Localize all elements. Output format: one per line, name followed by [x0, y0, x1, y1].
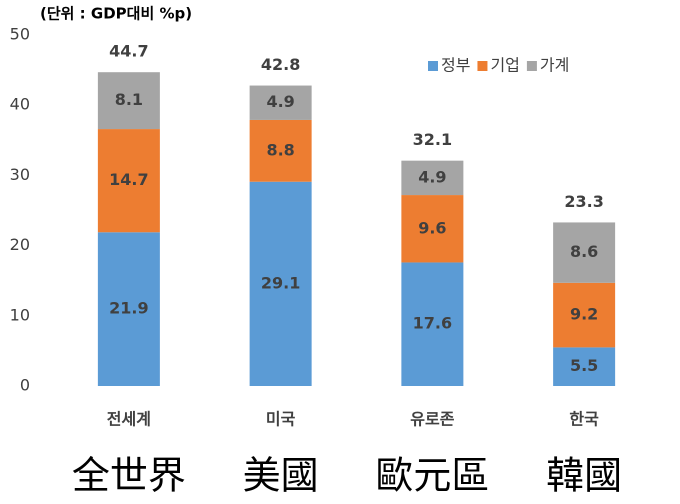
- data-label: 29.1: [261, 273, 300, 292]
- axis-label: (단위 : GDP대비 %p): [40, 5, 192, 23]
- total-label: 42.8: [261, 55, 300, 74]
- bar-segment: [553, 282, 616, 348]
- bar-segment: [97, 129, 160, 233]
- y-tick-label: 30: [10, 165, 30, 184]
- y-tick-label: 50: [10, 25, 30, 44]
- data-label: 4.9: [266, 92, 294, 111]
- data-label: 5.5: [570, 356, 598, 375]
- x-tick-label: 전세계: [107, 410, 151, 429]
- legend-swatch: [526, 61, 537, 71]
- data-label: 8.1: [115, 90, 143, 109]
- data-label: 9.2: [570, 305, 598, 324]
- bar-segment: [401, 195, 464, 263]
- legend-swatch: [477, 61, 488, 71]
- bar-segment: [249, 119, 312, 182]
- data-label: 17.6: [413, 314, 452, 333]
- data-label: 21.9: [109, 299, 148, 318]
- bar-segment: [249, 181, 312, 386]
- total-label: 44.7: [109, 42, 148, 61]
- category-translation: 歐元區: [375, 454, 489, 498]
- bar-segment: [97, 232, 160, 386]
- x-tick-label: 미국: [266, 410, 296, 429]
- data-label: 8.8: [266, 140, 294, 159]
- bar-segment: [97, 72, 160, 130]
- y-tick-label: 20: [10, 235, 30, 254]
- x-tick-label: 유로존: [410, 410, 454, 429]
- category-translation: 美國: [243, 454, 319, 498]
- bar-segment: [553, 347, 616, 386]
- data-label: 4.9: [418, 167, 446, 186]
- total-label: 23.3: [564, 192, 603, 211]
- total-label: 32.1: [413, 130, 452, 149]
- legend-label: 가계: [540, 56, 569, 75]
- y-tick-label: 40: [10, 95, 30, 114]
- x-tick-label: 한국: [569, 410, 599, 429]
- category-translation: 韓國: [546, 454, 622, 498]
- bar-segment: [553, 222, 616, 283]
- legend-label: 정부: [441, 56, 470, 75]
- legend-label: 기업: [490, 56, 519, 75]
- bar-segment: [249, 85, 312, 120]
- y-tick-label: 10: [10, 305, 30, 324]
- legend-swatch: [428, 61, 438, 71]
- data-label: 9.6: [418, 218, 446, 237]
- y-tick-label: 0: [20, 376, 30, 395]
- bar-segment: [401, 262, 464, 386]
- data-label: 14.7: [109, 170, 148, 189]
- data-label: 8.6: [570, 242, 598, 261]
- bar-segment: [401, 160, 464, 196]
- category-translation: 全世界: [72, 454, 186, 498]
